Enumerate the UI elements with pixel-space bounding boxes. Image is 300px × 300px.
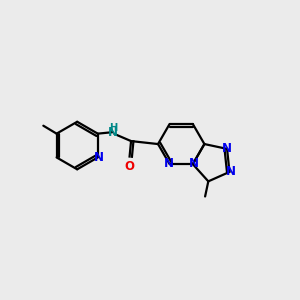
Text: N: N — [94, 151, 104, 164]
Text: N: N — [108, 126, 118, 139]
Text: H: H — [109, 123, 117, 133]
Text: N: N — [164, 157, 174, 170]
Text: N: N — [189, 157, 199, 170]
Text: N: N — [222, 142, 232, 155]
Text: O: O — [124, 160, 135, 173]
Text: N: N — [226, 165, 236, 178]
